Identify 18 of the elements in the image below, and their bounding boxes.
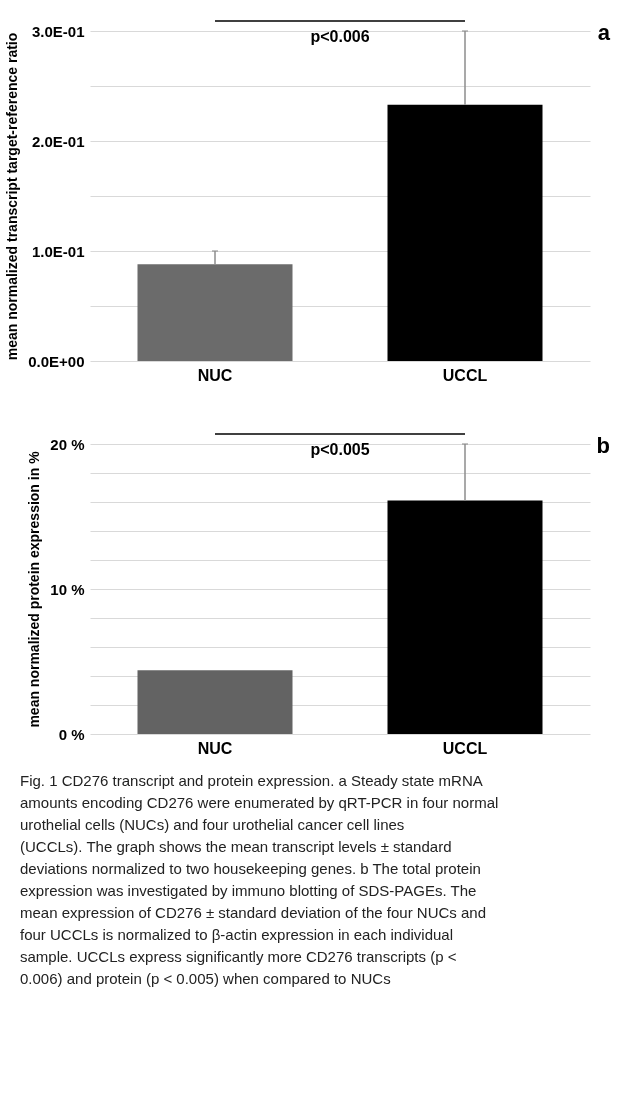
annotation: p<0.006 xyxy=(310,28,370,45)
x-tick-label: UCCL xyxy=(442,366,488,384)
x-tick-label: UCCL xyxy=(442,739,488,757)
y-tick-label: 20 % xyxy=(50,435,85,453)
text: b xyxy=(596,433,610,458)
annotation: p<0.005 xyxy=(310,441,370,458)
x-tick-label: NUC xyxy=(197,739,233,757)
text: Fig. 1 CD276 transcript and protein expression. a Steady state mRNA amounts encoding CD276 were enumerated by qRT-PCR in four normal urothelial cells (NUCs) and four urothelial cancer cell lines (UCCLs). The graph shows the mean transcript levels ± standard deviations normalized to two housekeeping genes. b The total protein expression was investigated by immuno blotting of SDS-PAGEs. The mean expression of CD276 ± standard deviation of the four NUCs and four UCCLs is normalized to β-actin expression in each individual sample. UCCLs express significantly more CD276 transcripts (p < 0.006) and protein (p < 0.005) when compared to NUCs xyxy=(20,772,499,987)
y-tick-label: 0.0E+00 xyxy=(28,352,85,370)
text: a xyxy=(597,20,611,45)
y-tick-label: 3.0E-01 xyxy=(31,22,85,40)
x-tick-label: NUC xyxy=(197,366,233,384)
y-axis-title: mean normalized protein expression in % xyxy=(26,450,43,728)
y-axis-title: mean normalized transcript target-reference ratio xyxy=(4,32,21,361)
y-tick-label: 0 % xyxy=(58,725,85,743)
y-tick-label: 10 % xyxy=(50,580,85,598)
y-tick-label: 2.0E-01 xyxy=(31,132,85,150)
y-tick-label: 1.0E-01 xyxy=(31,242,85,260)
